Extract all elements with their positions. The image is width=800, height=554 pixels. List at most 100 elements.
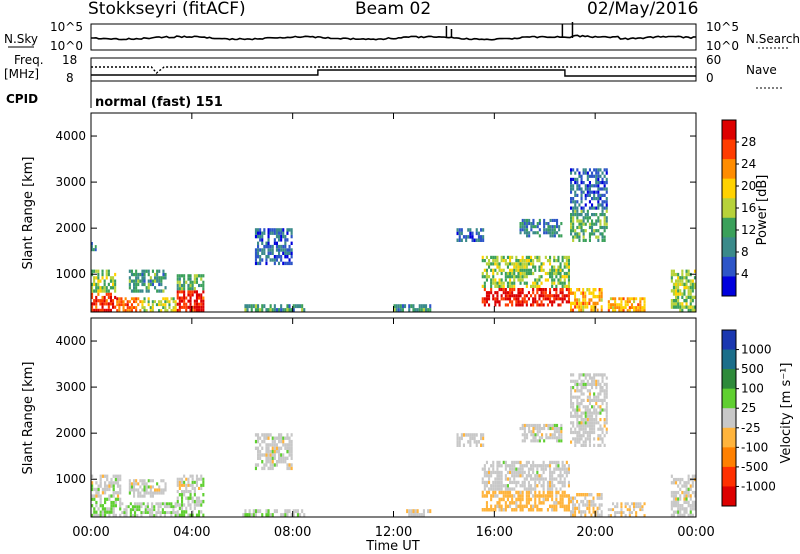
heatmap-cell <box>635 505 638 509</box>
heatmap-cell <box>633 306 636 309</box>
heatmap-cell <box>679 289 682 293</box>
heatmap-cell <box>271 463 274 467</box>
heatmap-cell <box>536 255 539 259</box>
heatmap-cell <box>591 430 594 435</box>
heatmap-cell <box>513 508 516 512</box>
heatmap-cell <box>137 297 140 301</box>
heatmap-cell <box>607 309 610 312</box>
heatmap-cell <box>458 440 461 444</box>
heatmap-cell <box>273 436 276 440</box>
heatmap-cell <box>561 474 564 478</box>
heatmap-cell <box>588 225 591 230</box>
colorbar-swatch <box>722 120 736 141</box>
heatmap-cell <box>551 294 554 298</box>
heatmap-cell <box>584 301 587 306</box>
heatmap-cell <box>570 305 572 309</box>
heatmap-cell <box>202 480 205 484</box>
heatmap-cell <box>280 244 283 249</box>
heatmap-cell <box>532 460 535 465</box>
power-ylabel: Slant Range [km] <box>21 157 36 270</box>
heatmap-cell <box>273 255 276 259</box>
heatmap-cell <box>200 477 203 481</box>
heatmap-cell <box>635 514 638 517</box>
heatmap-cell <box>565 265 568 269</box>
heatmap-cell <box>544 288 547 292</box>
heatmap-cell <box>593 437 596 441</box>
heatmap-cell <box>494 262 497 266</box>
heatmap-cell <box>515 504 518 509</box>
heatmap-cell <box>471 235 474 239</box>
heatmap-cell <box>511 508 514 512</box>
heatmap-cell <box>582 288 585 292</box>
heatmap-cell <box>576 499 579 504</box>
heatmap-cell <box>301 509 304 514</box>
heatmap-cell <box>509 262 512 266</box>
heatmap-cell <box>517 303 520 307</box>
heatmap-cell <box>393 304 396 309</box>
heatmap-cell <box>187 287 190 291</box>
heatmap-cell <box>521 255 524 259</box>
heatmap-cell <box>544 271 547 276</box>
heatmap-cell <box>280 234 283 239</box>
heatmap-cell <box>181 290 184 294</box>
heatmap-cell <box>549 291 552 295</box>
heatmap-cell <box>147 491 150 495</box>
heatmap-cell <box>509 275 512 279</box>
heatmap-cell <box>570 427 573 431</box>
heatmap-cell <box>506 464 509 468</box>
heatmap-cell <box>519 490 522 495</box>
heatmap-cell <box>143 482 146 486</box>
heatmap-cell <box>523 477 526 481</box>
heatmap-cell <box>588 421 591 425</box>
heatmap-cell <box>691 305 694 309</box>
heatmap-cell <box>616 511 619 514</box>
heatmap-cell <box>572 209 575 213</box>
heatmap-cell <box>191 305 194 309</box>
heatmap-cell <box>515 262 518 266</box>
heatmap-cell <box>261 258 264 262</box>
heatmap-cell <box>502 268 505 272</box>
heatmap-cell <box>195 474 198 478</box>
heatmap-cell <box>494 487 497 491</box>
heatmap-cell <box>576 187 579 191</box>
heatmap-cell <box>200 503 203 507</box>
heatmap-cell <box>570 184 573 188</box>
heatmap-cell <box>485 278 488 282</box>
heatmap-cell <box>101 487 104 492</box>
heatmap-cell <box>538 439 541 443</box>
heatmap-cell <box>248 513 251 517</box>
heatmap-cell <box>101 295 104 300</box>
heatmap-cell <box>691 289 694 293</box>
heatmap-cell <box>677 302 680 306</box>
heatmap-cell <box>286 443 289 447</box>
heatmap-cell <box>496 262 499 266</box>
heatmap-cell <box>675 285 678 290</box>
heatmap-cell <box>149 491 152 495</box>
heatmap-cell <box>578 298 581 302</box>
heatmap-cell <box>679 510 682 514</box>
heatmap-cell <box>582 443 585 447</box>
heatmap-cell <box>570 232 573 236</box>
heatmap-cell <box>93 289 96 293</box>
heatmap-cell <box>481 284 484 288</box>
heatmap-cell <box>286 255 289 259</box>
heatmap-cell <box>97 289 100 293</box>
heatmap-cell <box>626 508 629 512</box>
heatmap-cell <box>496 464 499 468</box>
heatmap-cell <box>91 269 94 273</box>
heatmap-cell <box>672 305 675 309</box>
heatmap-cell <box>257 509 260 514</box>
heatmap-cell <box>296 509 299 514</box>
heatmap-cell <box>519 470 522 475</box>
heatmap-cell <box>599 174 602 178</box>
heatmap-cell <box>299 513 302 517</box>
heatmap-cell <box>603 443 606 447</box>
heatmap-cell <box>549 504 552 509</box>
heatmap-cell <box>551 433 554 437</box>
heatmap-cell <box>273 509 276 514</box>
heatmap-cell <box>162 269 165 273</box>
heatmap-cell <box>427 308 430 312</box>
heatmap-cell <box>557 271 560 276</box>
heatmap-cell <box>496 494 499 498</box>
heatmap-cell <box>582 424 585 428</box>
